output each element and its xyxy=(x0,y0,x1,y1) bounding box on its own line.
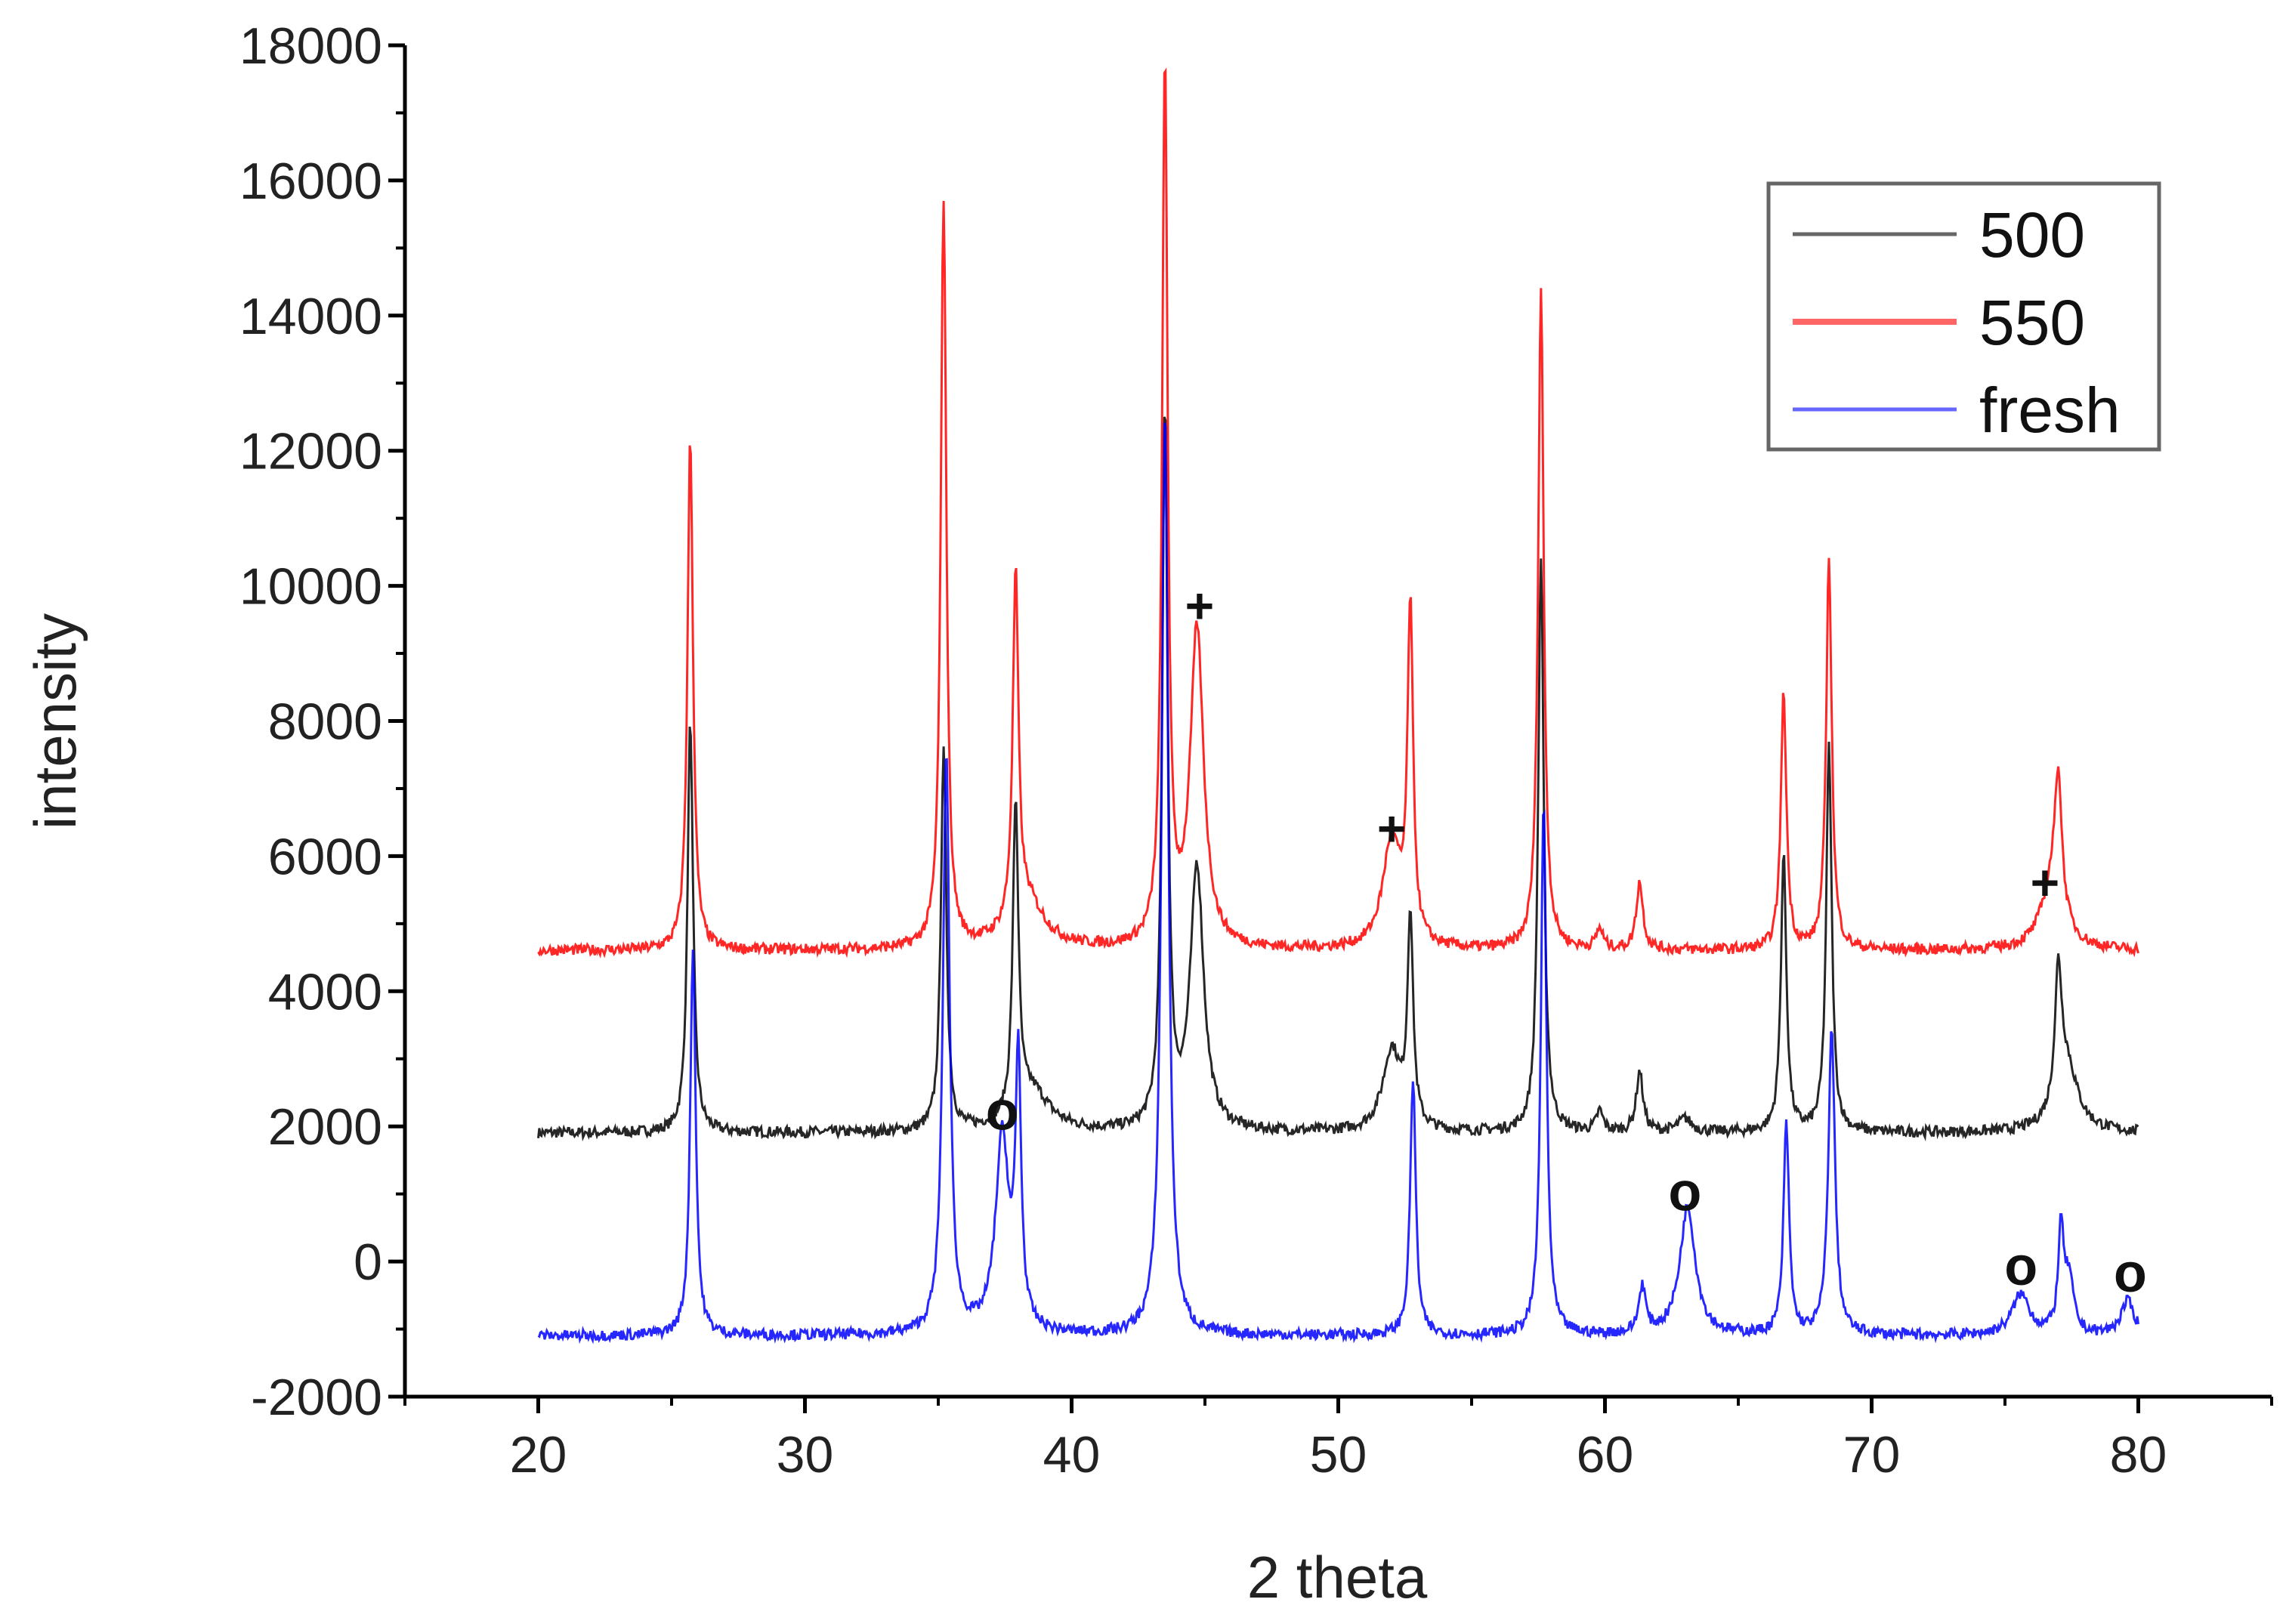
x-axis-label: 2 theta xyxy=(1247,1544,1428,1610)
y-tick-label: -2000 xyxy=(251,1369,382,1426)
peak-marker: o xyxy=(1668,1162,1701,1223)
y-tick-label: 12000 xyxy=(239,423,382,480)
y-tick-label: 16000 xyxy=(239,153,382,210)
legend-box xyxy=(1766,181,2161,452)
legend-label: fresh xyxy=(1979,375,2121,446)
series-line-550 xyxy=(537,67,2139,959)
peak-marker: o xyxy=(986,1081,1019,1141)
y-tick-label: 14000 xyxy=(239,288,382,345)
peak-marker: + xyxy=(1377,801,1407,857)
x-tick-label: 40 xyxy=(1043,1426,1101,1484)
ticks: 20 30 40 50 60 70 80 -2000 0 2000 4000 6000 8000 1000… xyxy=(239,17,2273,1484)
y-tick-label: 4000 xyxy=(268,963,382,1020)
legend: 500 550 fresh xyxy=(1766,181,2161,452)
y-tick-label: 10000 xyxy=(239,558,382,616)
y-tick-label: 2000 xyxy=(268,1098,382,1156)
peak-marker: o xyxy=(2114,1243,2147,1304)
legend-label: 550 xyxy=(1979,287,2085,358)
y-tick-label: 0 xyxy=(354,1233,382,1291)
x-tick-label: 30 xyxy=(777,1426,834,1484)
x-tick-label: 50 xyxy=(1310,1426,1367,1484)
x-tick-label: 70 xyxy=(1843,1426,1901,1484)
peak-marker: + xyxy=(1185,577,1215,633)
x-tick-label: 20 xyxy=(510,1426,567,1484)
y-tick-label: 18000 xyxy=(239,17,382,75)
y-tick-label: 8000 xyxy=(268,693,382,751)
y-tick-label: 6000 xyxy=(268,828,382,885)
peak-marker: o xyxy=(2004,1237,2037,1297)
y-axis-label: intensity xyxy=(22,613,88,829)
peak-marker: + xyxy=(2031,854,2060,910)
plot-area: + + + o o o o xyxy=(537,67,2147,1345)
series-line-fresh xyxy=(537,422,2139,1345)
series-line-500 xyxy=(537,416,2139,1142)
legend-label: 500 xyxy=(1979,199,2085,270)
x-tick-label: 80 xyxy=(2110,1426,2167,1484)
x-tick-label: 60 xyxy=(1577,1426,1634,1484)
